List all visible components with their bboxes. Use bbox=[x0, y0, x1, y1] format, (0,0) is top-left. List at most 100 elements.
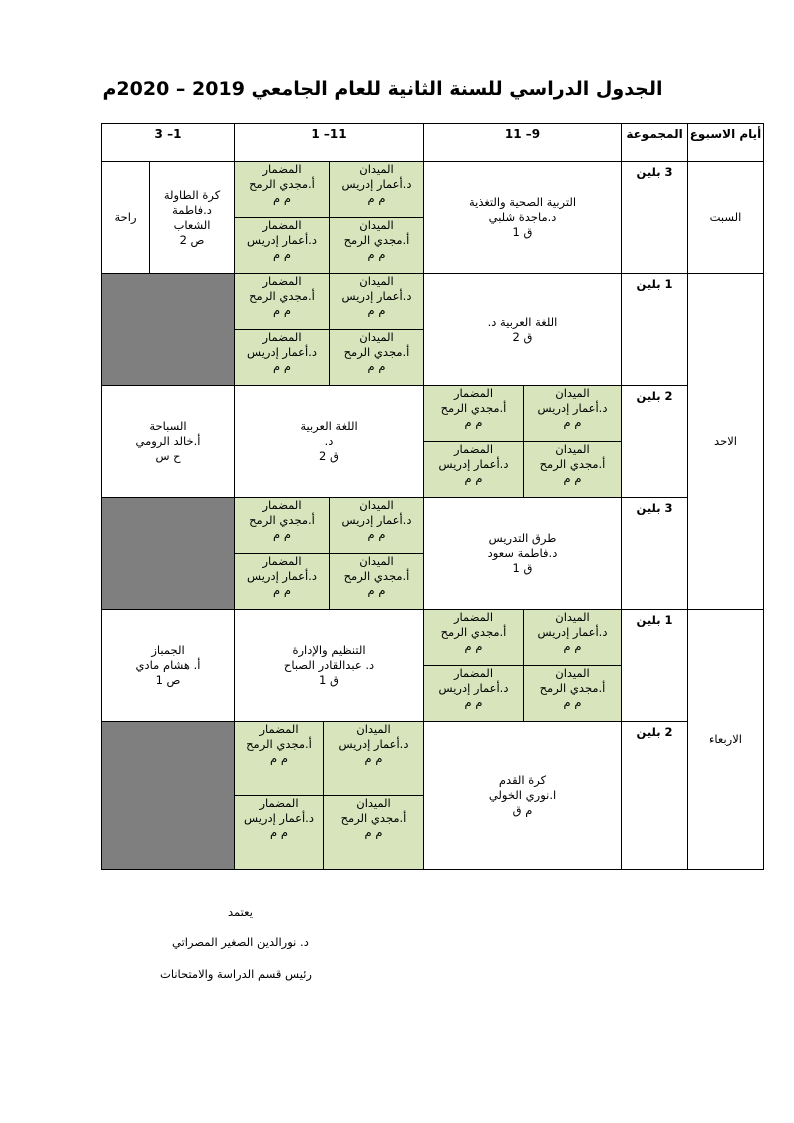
cell-text: اللغة العربية bbox=[300, 419, 358, 433]
cell-text: أ. هشام مادي bbox=[135, 658, 201, 672]
group-cell: 3 بلين bbox=[621, 161, 688, 274]
cell-text: ص 1 bbox=[155, 673, 181, 687]
cell-text: الميدان bbox=[359, 330, 394, 344]
cell-text: كرة الطاولة bbox=[163, 187, 221, 202]
cell-text: الميدان bbox=[356, 796, 391, 810]
group-cell: 1 بلين bbox=[621, 609, 688, 722]
cell-text: الشعاب bbox=[173, 217, 211, 232]
cell-text: المضمار bbox=[453, 610, 494, 624]
header-group: المجموعة bbox=[621, 123, 688, 162]
practical-session-cell: المضمار أ.مجدي الرمح م م bbox=[234, 497, 330, 554]
cell-text: أ.مجدي الرمح bbox=[343, 344, 410, 359]
cell-text: م م bbox=[367, 583, 386, 597]
cell-text: 2 بلين bbox=[636, 725, 673, 739]
cell-text: الميدان bbox=[555, 666, 590, 680]
cell-text: م م bbox=[273, 191, 291, 205]
header-slot-1-3: 1– 3 bbox=[101, 123, 235, 162]
practical-session-cell: المضمار أ.مجدي الرمح م م bbox=[234, 721, 324, 796]
day-wednesday: الاربعاء bbox=[687, 609, 764, 870]
practical-session-cell: المضمار د.أعمار إدريس م م bbox=[234, 329, 330, 386]
cell-text: م م bbox=[367, 359, 386, 373]
practical-session-cell: المضمار د.أعمار إدريس م م bbox=[234, 217, 330, 274]
cell-text: الميدان bbox=[555, 386, 590, 400]
empty-slot-cell bbox=[101, 721, 235, 870]
lecture-cell: طرق التدريس د.فاطمة سعود ق 1 bbox=[423, 497, 622, 610]
cell-text: د.أعمار إدريس bbox=[537, 624, 608, 639]
cell-text: راحة bbox=[114, 210, 137, 224]
cell-text: م م bbox=[464, 415, 483, 429]
practical-session-cell: الميدان أ.مجدي الرمح م م bbox=[523, 441, 622, 498]
practical-session-cell: المضمار أ.مجدي الرمح م م bbox=[423, 609, 524, 666]
cell-text: د.أعمار إدريس bbox=[438, 456, 509, 471]
lecture-cell: اللغة العربية د. ق 2 bbox=[423, 273, 622, 386]
cell-text: ا.نوري الخولي bbox=[488, 788, 557, 802]
cell-text: أ.مجدي الرمح bbox=[249, 288, 315, 303]
cell-text: أيام الاسبوع bbox=[689, 127, 762, 141]
cell-text: م ق bbox=[512, 803, 533, 817]
cell-text: د.أعمار إدريس bbox=[438, 680, 509, 695]
practical-session-cell: الميدان د.أعمار إدريس م م bbox=[329, 497, 424, 554]
rest-cell: راحة bbox=[101, 161, 150, 274]
cell-text: أ.خالد الرومي bbox=[135, 434, 201, 448]
practical-session-cell: المضمار د.أعمار إدريس م م bbox=[234, 795, 324, 870]
cell-text: الميدان bbox=[359, 162, 394, 176]
cell-text: د.فاطمة سعود bbox=[487, 546, 558, 560]
practical-session-cell: الميدان د.أعمار إدريس م م bbox=[329, 161, 424, 218]
cell-text: التنظيم والإدارة bbox=[292, 643, 366, 657]
cell-text: ق 1 bbox=[319, 673, 339, 687]
cell-text: الميدان bbox=[359, 274, 394, 288]
cell-text: د.أعمار إدريس bbox=[537, 400, 608, 415]
cell-text: 1 بلين bbox=[636, 613, 673, 627]
practical-session-cell: الميدان أ.مجدي الرمح م م bbox=[523, 665, 622, 722]
cell-text: د.أعمار إدريس bbox=[247, 568, 317, 583]
cell-text: المضمار bbox=[259, 722, 299, 736]
practical-session-cell: الميدان أ.مجدي الرمح م م bbox=[329, 217, 424, 274]
cell-text: م م bbox=[563, 639, 582, 653]
empty-slot-cell bbox=[101, 497, 235, 610]
cell-text: ح س bbox=[155, 449, 181, 463]
cell-text: أ.مجدي الرمح bbox=[539, 680, 606, 695]
cell-text: المضمار bbox=[262, 554, 302, 568]
cell-text: أ.مجدي الرمح bbox=[249, 176, 315, 191]
cell-text: طرق التدريس bbox=[488, 531, 557, 545]
approval-label: يعتمد bbox=[228, 905, 253, 919]
signatory-name: د. نورالدين الصغير المصراتي bbox=[172, 935, 309, 949]
practical-session-cell: الميدان أ.مجدي الرمح م م bbox=[329, 553, 424, 610]
cell-text: د.فاطمة bbox=[172, 202, 212, 217]
cell-text: الميدان bbox=[359, 218, 394, 232]
signatory-role: رئيس قسم الدراسة والامتحانات bbox=[160, 967, 312, 981]
cell-text: م م bbox=[464, 471, 483, 485]
cell-text: 11– 1 bbox=[311, 127, 347, 141]
cell-text: المضمار bbox=[262, 498, 302, 512]
header-slot-9-11: 9– 11 bbox=[423, 123, 622, 162]
cell-text: م م bbox=[367, 303, 386, 317]
cell-text: التربية الصحية والتغذية bbox=[468, 195, 577, 209]
cell-text: المضمار bbox=[453, 666, 494, 680]
cell-text: ص 2 bbox=[179, 232, 205, 247]
lecture-cell: اللغة العربية د. ق 2 bbox=[234, 385, 424, 498]
cell-text: م م bbox=[464, 695, 483, 709]
practical-session-cell: الميدان د.أعمار إدريس م م bbox=[329, 273, 424, 330]
cell-text: د. bbox=[324, 434, 334, 448]
practical-session-cell: المضمار أ.مجدي الرمح م م bbox=[234, 161, 330, 218]
cell-text: أ.مجدي الرمح bbox=[440, 400, 507, 415]
cell-text: المضمار bbox=[259, 796, 299, 810]
cell-text: د.ماجدة شلبي bbox=[488, 210, 557, 224]
empty-slot-cell bbox=[101, 273, 235, 386]
cell-text: م م bbox=[270, 825, 288, 839]
cell-text: م م bbox=[364, 751, 383, 765]
cell-text: م م bbox=[367, 527, 386, 541]
cell-text: المضمار bbox=[262, 218, 302, 232]
cell-text: الميدان bbox=[555, 442, 590, 456]
cell-text: ق 2 bbox=[512, 329, 533, 344]
practical-session-cell: الميدان أ.مجدي الرمح م م bbox=[323, 795, 424, 870]
header-slot-11-1: 11– 1 bbox=[234, 123, 424, 162]
lecture-cell: كرة الطاولة د.فاطمة الشعاب ص 2 bbox=[149, 161, 235, 274]
cell-text: م م bbox=[367, 247, 386, 261]
cell-text: د.أعمار إدريس bbox=[247, 344, 317, 359]
cell-text: السبت bbox=[709, 210, 742, 224]
practical-session-cell: الميدان د.أعمار إدريس م م bbox=[523, 385, 622, 442]
practical-session-cell: المضمار د.أعمار إدريس م م bbox=[234, 553, 330, 610]
group-cell: 3 بلين bbox=[621, 497, 688, 610]
